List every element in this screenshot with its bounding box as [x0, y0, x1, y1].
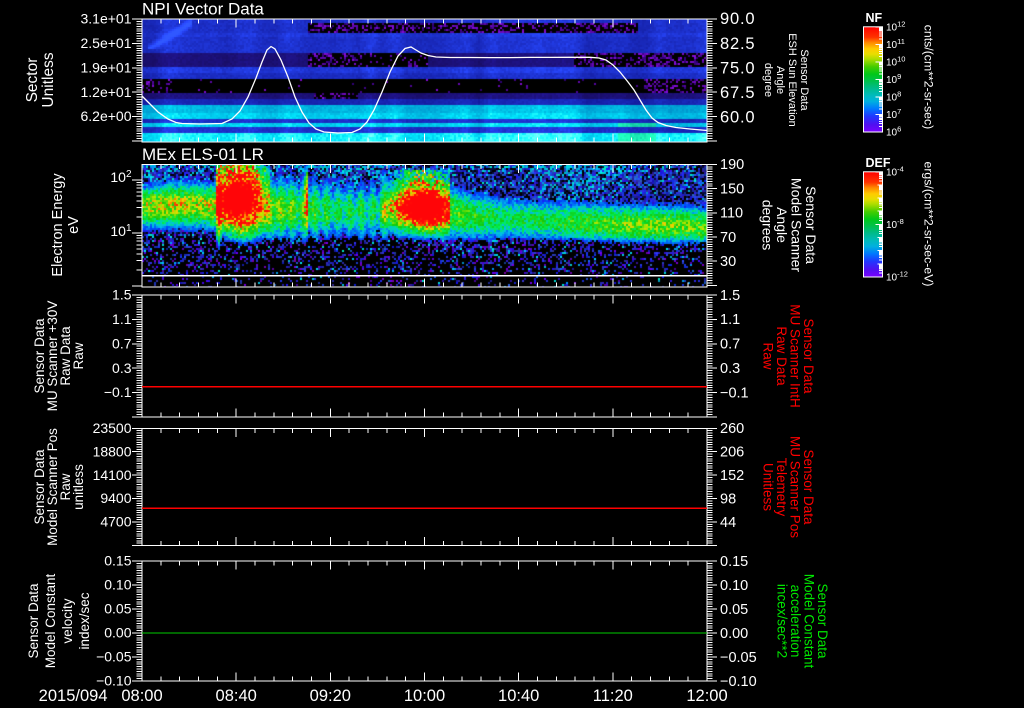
svg-text:150: 150 [720, 181, 744, 197]
svg-text:2.5e+01: 2.5e+01 [81, 35, 132, 51]
svg-text:Sensor DataMU Scanner PosTelem: Sensor DataMU Scanner PosTelemetryUnitle… [761, 436, 817, 538]
svg-text:0.10: 0.10 [104, 577, 131, 593]
svg-text:4700: 4700 [100, 514, 131, 530]
svg-text:Sensor DataESH Sun ElevationAn: Sensor DataESH Sun ElevationAngledegree [762, 33, 810, 127]
svg-text:6.2e+00: 6.2e+00 [81, 108, 132, 124]
svg-text:−0.1: −0.1 [720, 385, 749, 401]
svg-text:DEF: DEF [866, 156, 891, 170]
svg-text:08:40: 08:40 [216, 687, 257, 705]
svg-text:10-4: 10-4 [886, 164, 904, 178]
svg-text:0.3: 0.3 [720, 361, 740, 377]
svg-text:1012: 1012 [886, 19, 905, 33]
svg-text:14100: 14100 [93, 467, 132, 483]
svg-text:0.05: 0.05 [104, 601, 131, 617]
svg-text:0.15: 0.15 [104, 553, 131, 569]
svg-text:82.5: 82.5 [720, 35, 755, 53]
svg-text:10:40: 10:40 [498, 687, 539, 705]
svg-text:−0.1: −0.1 [104, 384, 132, 400]
svg-text:0.3: 0.3 [112, 360, 132, 376]
svg-text:0.7: 0.7 [112, 335, 132, 351]
svg-text:ergs/(cm**2-sr-sec-eV): ergs/(cm**2-sr-sec-eV) [922, 161, 936, 286]
svg-text:0.10: 0.10 [720, 578, 748, 594]
svg-text:260: 260 [720, 421, 744, 437]
svg-text:3.1e+01: 3.1e+01 [81, 11, 132, 27]
svg-text:90.0: 90.0 [720, 10, 755, 28]
svg-text:1.1: 1.1 [112, 311, 132, 327]
svg-text:206: 206 [720, 445, 744, 461]
svg-text:Electron EnergyeV: Electron EnergyeV [50, 173, 82, 277]
svg-text:75.0: 75.0 [720, 59, 755, 77]
svg-text:1.9e+01: 1.9e+01 [81, 59, 132, 75]
svg-text:98: 98 [720, 491, 736, 507]
svg-text:Sensor DataModel Scanner PosRa: Sensor DataModel Scanner PosRawunitless [32, 428, 86, 546]
svg-text:SectorUnitless: SectorUnitless [24, 52, 57, 107]
svg-text:23500: 23500 [93, 420, 132, 436]
svg-text:107: 107 [886, 107, 901, 121]
svg-text:0.00: 0.00 [720, 626, 748, 642]
svg-text:−0.10: −0.10 [96, 673, 132, 689]
svg-text:190: 190 [720, 157, 744, 173]
svg-text:108: 108 [886, 89, 901, 103]
svg-text:Sensor DataModel ScannerAngled: Sensor DataModel ScannerAngledegrees [760, 178, 820, 273]
svg-text:Sensor DataModel Constantaccel: Sensor DataModel Constantaccelerationinc… [775, 574, 831, 669]
svg-text:70: 70 [720, 230, 736, 246]
svg-text:0.7: 0.7 [720, 337, 740, 353]
svg-text:2015/094: 2015/094 [39, 687, 108, 705]
svg-text:0.05: 0.05 [720, 602, 748, 618]
svg-text:−0.05: −0.05 [720, 650, 757, 666]
svg-text:Sensor DataMU Scanner IntHRaw: Sensor DataMU Scanner IntHRaw DataRaw [761, 304, 817, 408]
svg-text:10:00: 10:00 [404, 687, 445, 705]
svg-text:11:20: 11:20 [593, 687, 633, 705]
svg-text:60.0: 60.0 [720, 109, 755, 127]
svg-text:0.00: 0.00 [104, 625, 131, 641]
svg-text:−0.05: −0.05 [96, 649, 132, 665]
svg-text:101: 101 [110, 223, 132, 239]
svg-text:109: 109 [886, 72, 901, 86]
svg-text:1011: 1011 [886, 37, 905, 51]
svg-text:1.1: 1.1 [720, 312, 740, 328]
svg-text:1.2e+01: 1.2e+01 [81, 84, 132, 100]
svg-text:Sensor DataMU Scanner +30VRaw: Sensor DataMU Scanner +30VRaw DataRaw [32, 301, 86, 412]
svg-text:1.5: 1.5 [112, 287, 132, 303]
svg-text:67.5: 67.5 [720, 84, 755, 102]
svg-text:18800: 18800 [93, 443, 132, 459]
svg-text:12:00: 12:00 [686, 687, 727, 705]
svg-text:08:00: 08:00 [121, 687, 162, 705]
svg-text:cnts/(cm**2-sr-sec): cnts/(cm**2-sr-sec) [922, 25, 936, 130]
svg-text:MEx ELS-01 LR: MEx ELS-01 LR [142, 145, 264, 164]
svg-text:10-12: 10-12 [886, 270, 908, 284]
svg-text:110: 110 [720, 206, 743, 222]
svg-text:NF: NF [866, 11, 883, 25]
svg-text:09:20: 09:20 [310, 687, 351, 705]
svg-text:1010: 1010 [886, 54, 905, 68]
svg-text:102: 102 [110, 169, 132, 185]
svg-text:152: 152 [720, 468, 744, 484]
svg-text:106: 106 [886, 125, 901, 139]
svg-text:10-8: 10-8 [886, 217, 904, 231]
svg-text:−0.10: −0.10 [720, 674, 757, 690]
svg-text:1.5: 1.5 [720, 288, 740, 304]
svg-text:NPI Vector Data: NPI Vector Data [142, 0, 264, 19]
svg-text:30: 30 [720, 254, 736, 270]
svg-text:0.15: 0.15 [720, 554, 748, 570]
svg-text:44: 44 [720, 515, 736, 531]
svg-text:9400: 9400 [100, 490, 131, 506]
